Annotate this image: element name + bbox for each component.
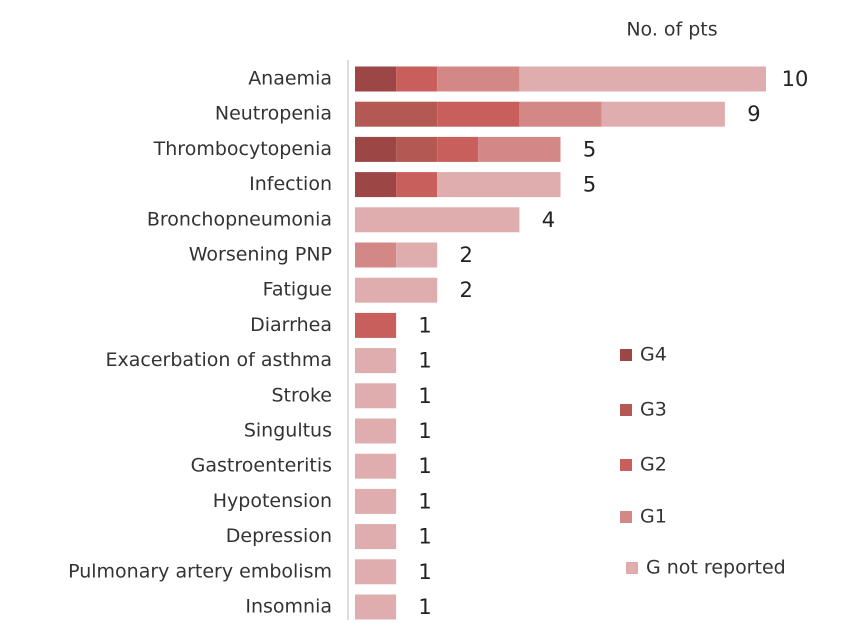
category-label: Bronchopneumonia [147,208,332,230]
category-label: Thrombocytopenia [153,138,332,160]
total-label: 1 [418,419,431,443]
category-label: Diarrhea [250,314,332,336]
category-label: Gastroenteritis [191,455,332,477]
bar-segment [355,312,397,338]
bar-segment [355,242,397,268]
category-label: Fatigue [263,279,332,301]
bar-segment [355,207,520,233]
bar-segment [396,66,438,92]
total-label: 1 [418,595,431,619]
legend-label: G4 [640,344,667,366]
legend-label: G3 [640,399,667,421]
bar-segment [519,101,602,127]
bar-segment [437,136,479,162]
legend-swatch [626,562,638,574]
total-label: 9 [747,102,760,126]
legend-swatch [620,349,632,361]
total-label: 2 [460,278,473,302]
bar-segment [396,136,438,162]
legend-swatch [620,404,632,416]
bar-segment [437,66,520,92]
category-label: Stroke [271,384,332,406]
total-label: 5 [583,137,596,161]
total-label: 1 [418,349,431,373]
bar-segment [355,66,397,92]
category-label: Worsening PNP [189,244,332,266]
total-label: 5 [583,173,596,197]
bar-segment [355,418,397,444]
total-label: 10 [782,67,809,91]
total-label: 1 [418,313,431,337]
bar-segment [355,136,397,162]
legend-swatch [620,459,632,471]
bar-segment [396,172,438,198]
category-label: Insomnia [245,596,332,618]
total-label: 1 [418,489,431,513]
bar-segment [437,101,520,127]
category-label: Pulmonary artery embolism [68,560,332,582]
total-label: 1 [418,454,431,478]
category-label: Depression [226,525,332,547]
chart-title: No. of pts [626,19,717,41]
category-label: Infection [249,173,332,195]
total-label: 1 [418,560,431,584]
bar-segment [355,172,397,198]
total-label: 4 [542,208,555,232]
bar-segment [355,559,397,585]
bar-segment [355,524,397,550]
bar-segment [355,383,397,409]
legend-label: G2 [640,454,667,476]
total-label: 1 [418,525,431,549]
bar-segment [519,66,766,92]
category-label: Neutropenia [215,103,332,125]
bar-segment [355,101,438,127]
total-label: 2 [460,243,473,267]
category-label: Hypotension [213,490,332,512]
category-label: Exacerbation of asthma [105,349,332,371]
bar-segment [355,277,438,303]
legend-label: G not reported [646,557,786,579]
legend-label: G1 [640,506,667,528]
bar-segment [601,101,725,127]
bar-segment [437,172,561,198]
bar-segment [355,488,397,514]
category-label: Singultus [244,420,332,442]
bar-segment [396,242,438,268]
bar-segment [355,594,397,620]
bar-segment [355,348,397,374]
legend-swatch [620,511,632,523]
category-label: Anaemia [248,68,332,90]
total-label: 1 [418,384,431,408]
bar-segment [355,453,397,479]
bar-segment [478,136,561,162]
